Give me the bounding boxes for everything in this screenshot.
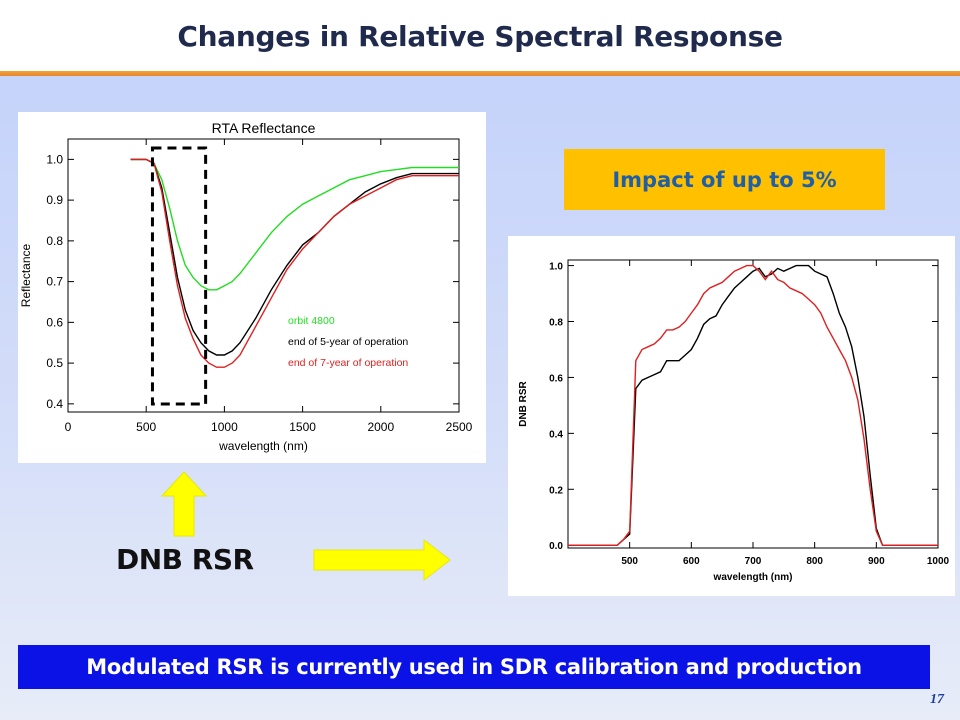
y-tick-label: 0.8 bbox=[46, 234, 63, 248]
x-axis-label: wavelength (nm) bbox=[218, 439, 308, 453]
y-tick-label: 0.0 bbox=[549, 541, 563, 552]
legend-entry-0: orbit 4800 bbox=[288, 315, 335, 327]
x-tick-label: 1000 bbox=[927, 556, 950, 567]
rta-reflectance-chart: 0 500 1000 1500 2000 2500 0.4 0.5 0.6 0.7 0.8 0.9 1.… bbox=[19, 120, 473, 453]
dnb-rsr-chart: 500 600 700 800 900 1000 0.0 0.2 0.4 0.6 0.8 1.0 wav… bbox=[518, 259, 950, 583]
y-axis-label: DNB RSR bbox=[518, 380, 529, 426]
series-line-0 bbox=[130, 158, 459, 291]
y-tick-label: 0.7 bbox=[46, 275, 63, 289]
y-tick-label: 1.0 bbox=[46, 152, 63, 166]
x-tick-label: 600 bbox=[683, 556, 700, 567]
x-tick-label: 500 bbox=[621, 556, 638, 567]
x-axis-label: wavelength (nm) bbox=[713, 572, 793, 583]
up-arrow-icon bbox=[160, 471, 208, 537]
x-tick-label: 500 bbox=[136, 420, 156, 434]
legend-entry-2: end of 7-year of operation bbox=[288, 357, 408, 369]
highlight-box bbox=[150, 146, 208, 406]
x-tick-label: 2000 bbox=[367, 420, 394, 434]
y-tick-label: 0.4 bbox=[46, 397, 63, 411]
page-number: 17 bbox=[930, 692, 944, 707]
y-tick-label: 0.4 bbox=[549, 429, 563, 440]
y-tick-label: 0.9 bbox=[46, 193, 63, 207]
x-tick-label: 800 bbox=[806, 556, 823, 567]
title-bar: Changes in Relative Spectral Response bbox=[0, 0, 960, 72]
bottom-banner: Modulated RSR is currently used in SDR c… bbox=[18, 645, 930, 689]
y-tick-label: 1.0 bbox=[549, 262, 563, 273]
x-tick-label: 1500 bbox=[289, 420, 316, 434]
x-tick-label: 900 bbox=[868, 556, 885, 567]
impact-callout: Impact of up to 5% bbox=[564, 149, 885, 210]
x-tick-label: 700 bbox=[745, 556, 762, 567]
series-line-1 bbox=[568, 264, 938, 546]
plot-frame bbox=[567, 259, 939, 549]
legend-entry-1: end of 5-year of operation bbox=[288, 336, 408, 348]
series-line-2 bbox=[130, 158, 459, 368]
slide-title: Changes in Relative Spectral Response bbox=[177, 19, 783, 53]
dnb-rsr-panel: 500 600 700 800 900 1000 0.0 0.2 0.4 0.6 0.8 1.0 wav… bbox=[508, 236, 955, 596]
chart-title: RTA Reflectance bbox=[212, 120, 316, 136]
right-arrow-icon bbox=[313, 538, 451, 582]
y-axis-label: Reflectance bbox=[19, 243, 33, 307]
y-tick-label: 0.6 bbox=[46, 315, 63, 329]
x-tick-label: 1000 bbox=[211, 420, 238, 434]
x-tick-label: 0 bbox=[65, 420, 72, 434]
series-line-1 bbox=[130, 158, 459, 356]
y-tick-label: 0.2 bbox=[549, 485, 563, 496]
y-tick-label: 0.5 bbox=[46, 356, 63, 370]
title-underline bbox=[0, 71, 960, 76]
y-tick-label: 0.6 bbox=[549, 373, 563, 384]
rta-reflectance-panel: 0 500 1000 1500 2000 2500 0.4 0.5 0.6 0.7 0.8 0.9 1.… bbox=[18, 112, 486, 463]
dnb-rsr-label: DNB RSR bbox=[116, 543, 254, 576]
y-tick-label: 0.8 bbox=[549, 318, 563, 329]
series-line-0 bbox=[568, 264, 938, 546]
x-tick-label: 2500 bbox=[446, 420, 473, 434]
plot-frame bbox=[67, 138, 460, 413]
